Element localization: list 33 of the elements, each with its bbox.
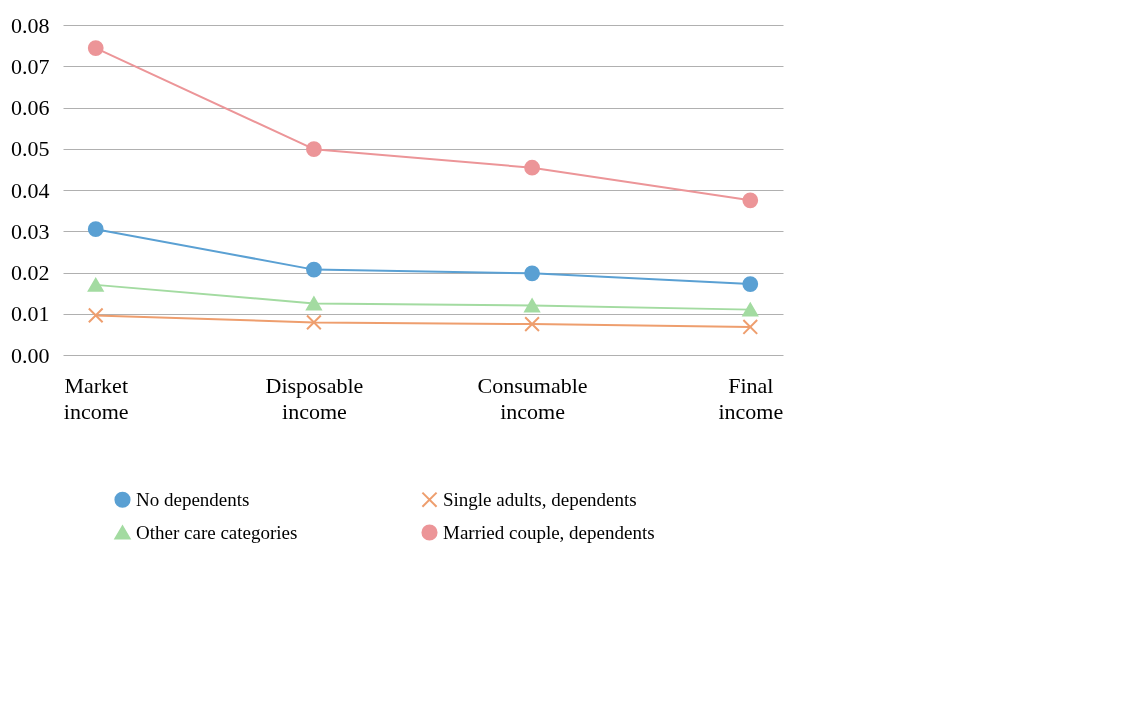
y-tick-label: 0.04 bbox=[11, 177, 50, 203]
x-tick-label: Market income bbox=[63, 372, 129, 424]
legend-label: Other care categories bbox=[136, 521, 298, 543]
point bbox=[87, 40, 104, 56]
x-tick-label: Consumable income bbox=[477, 372, 588, 424]
point bbox=[742, 319, 759, 335]
point bbox=[524, 298, 540, 313]
point bbox=[306, 296, 322, 311]
x-tick-label: Disposable income bbox=[265, 372, 364, 424]
point bbox=[742, 302, 759, 317]
point bbox=[87, 277, 104, 292]
point bbox=[742, 276, 759, 292]
point bbox=[306, 141, 322, 158]
y-tick-label: 0.01 bbox=[11, 301, 50, 327]
y-tick-label: 0.02 bbox=[11, 260, 50, 285]
legend-label: Single adults, dependents bbox=[443, 488, 637, 510]
point bbox=[742, 192, 759, 209]
x-tick-label: Final income bbox=[718, 372, 784, 424]
point bbox=[306, 314, 322, 331]
legend-label: Married couple, dependents bbox=[443, 521, 655, 543]
y-tick-label: 0.00 bbox=[11, 342, 50, 368]
point bbox=[87, 307, 104, 324]
point bbox=[524, 316, 540, 332]
y-tick-label: 0.06 bbox=[11, 95, 50, 120]
point bbox=[87, 221, 104, 238]
legend-label: No dependents bbox=[136, 488, 250, 510]
point bbox=[306, 261, 322, 278]
y-tick-label: 0.05 bbox=[11, 136, 50, 162]
point bbox=[524, 159, 540, 176]
y-tick-label: 0.08 bbox=[11, 12, 50, 38]
y-tick-label: 0.07 bbox=[11, 53, 50, 79]
y-tick-label: 0.03 bbox=[11, 218, 50, 244]
point bbox=[524, 265, 540, 282]
